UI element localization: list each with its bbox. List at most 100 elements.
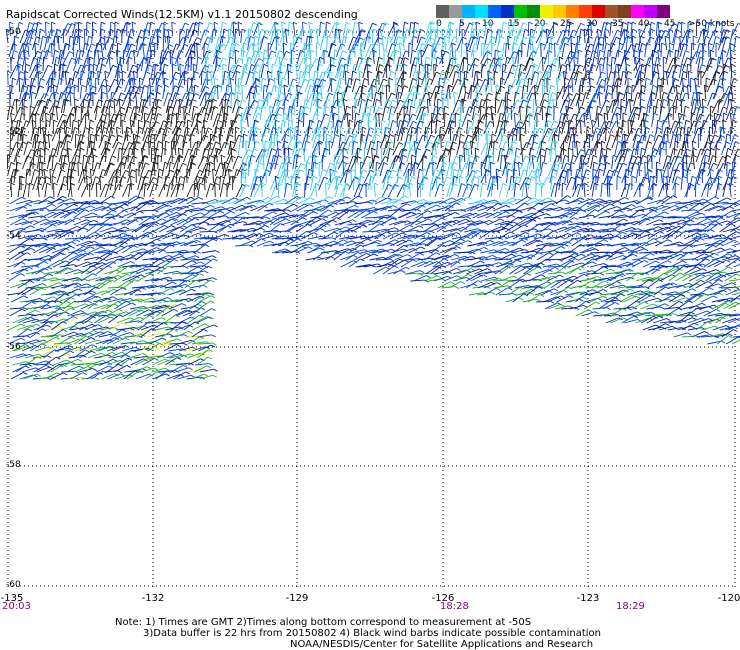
wind-barb — [561, 182, 567, 198]
wind-barb — [709, 140, 715, 156]
wind-barb — [280, 77, 287, 93]
wind-barb — [133, 147, 139, 163]
wind-barb — [123, 289, 142, 296]
wind-barb — [500, 126, 505, 142]
wind-barb — [55, 105, 61, 121]
wind-barb — [232, 35, 238, 51]
wind-barb — [166, 182, 175, 198]
wind-barb — [8, 147, 15, 163]
wind-barb — [680, 21, 686, 37]
wind-barb — [467, 147, 473, 163]
wind-barb — [580, 154, 587, 170]
wind-barb — [458, 119, 464, 135]
wind-barb — [246, 112, 251, 128]
wind-barb — [586, 272, 605, 276]
wind-barb — [43, 147, 50, 163]
wind-barb — [103, 162, 114, 177]
wind-barb — [389, 155, 400, 170]
wind-barb — [451, 42, 456, 58]
wind-barb — [596, 168, 604, 184]
wind-barb — [121, 119, 127, 135]
wind-barb — [537, 168, 543, 184]
wind-barb — [240, 112, 246, 128]
wind-barb — [332, 112, 339, 128]
wind-barb — [103, 35, 109, 51]
wind-barb — [441, 28, 447, 44]
wind-barb — [357, 57, 367, 72]
wind-barb — [229, 21, 237, 37]
wind-barb — [195, 56, 203, 72]
wind-barb — [417, 43, 427, 58]
wind-barb — [534, 91, 539, 107]
wind-barb — [156, 210, 173, 219]
wind-barb — [706, 21, 714, 37]
wind-barb — [156, 35, 162, 51]
wind-barb — [583, 140, 589, 156]
wind-barb — [198, 342, 217, 346]
wind-barb — [624, 300, 641, 310]
wind-barb — [318, 237, 337, 241]
wind-barb — [153, 161, 159, 177]
map-title: Rapidscat Corrected Winds(12.5KM) v1.1 2… — [6, 8, 358, 21]
wind-barb — [39, 35, 47, 51]
wind-barb — [522, 113, 533, 128]
wind-barb — [10, 372, 28, 380]
wind-barb — [361, 126, 367, 142]
wind-barb — [22, 42, 28, 58]
wind-barb — [257, 42, 262, 58]
wind-barb — [406, 225, 424, 233]
time-label: 18:28 — [440, 601, 469, 612]
wind-barb — [197, 21, 204, 37]
wind-barb — [7, 261, 26, 268]
wind-barb — [408, 78, 417, 93]
colorbar-segment — [566, 5, 579, 18]
wind-barb — [132, 70, 138, 86]
wind-barb — [151, 204, 169, 212]
wind-barb — [731, 286, 740, 289]
wind-barb — [263, 140, 270, 156]
wind-barb — [686, 28, 694, 44]
wind-barb — [147, 309, 165, 317]
wind-barb — [476, 28, 484, 44]
wind-barb — [13, 35, 19, 51]
wind-barb — [100, 28, 106, 44]
wind-barb — [87, 105, 93, 121]
wind-barb — [41, 161, 46, 177]
wind-barb — [252, 42, 257, 58]
wind-barb — [562, 140, 568, 156]
colorbar-segment — [540, 5, 553, 18]
wind-barb — [598, 91, 604, 107]
wind-barb — [383, 126, 391, 142]
wind-barb — [385, 35, 393, 51]
wind-barb — [244, 168, 251, 184]
wind-barb — [378, 42, 384, 58]
wind-barb — [703, 21, 711, 37]
wind-barb — [610, 36, 621, 51]
wind-barb — [454, 49, 460, 65]
lat-label: -52 — [6, 127, 21, 137]
wind-barb — [729, 278, 740, 282]
wind-barb — [660, 42, 666, 58]
wind-barb — [434, 183, 444, 198]
wind-barb — [358, 70, 364, 86]
wind-barb — [127, 56, 133, 72]
wind-barb — [285, 106, 296, 121]
wind-barb — [350, 224, 368, 233]
wind-barb — [135, 91, 140, 107]
wind-barb — [672, 28, 680, 44]
wind-barb — [309, 218, 327, 226]
wind-barb — [527, 98, 532, 114]
colorbar-segment — [592, 5, 605, 18]
wind-barb — [514, 147, 521, 163]
wind-barb — [35, 21, 43, 37]
wind-barb — [512, 56, 517, 72]
lat-label: -58 — [6, 460, 21, 470]
wind-barb — [506, 98, 512, 114]
wind-barb — [302, 147, 308, 163]
wind-barb — [39, 147, 45, 163]
wind-barb — [8, 273, 25, 282]
wind-barb — [377, 28, 384, 44]
wind-barb — [324, 98, 331, 114]
wind-barb — [283, 98, 290, 114]
wind-barb — [375, 258, 395, 262]
